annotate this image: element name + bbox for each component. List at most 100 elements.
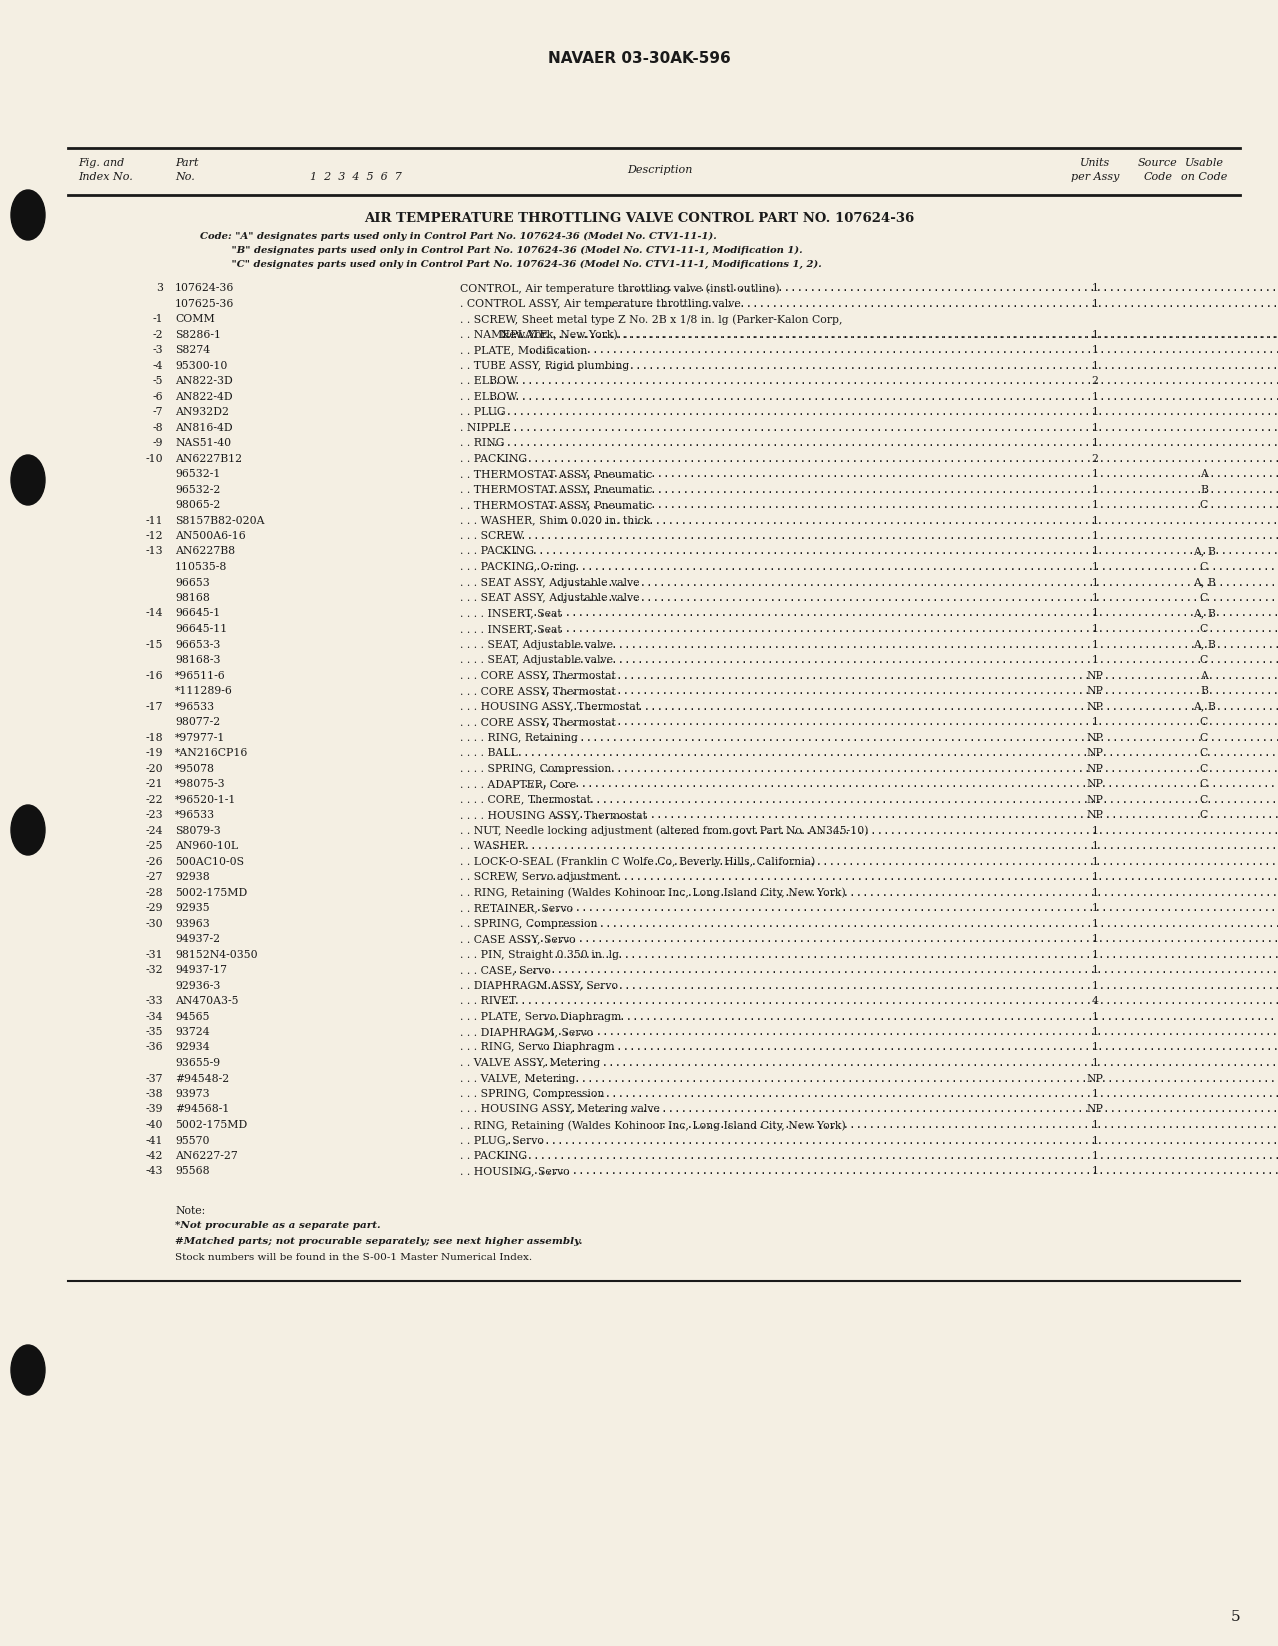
Text: Fig. and: Fig. and xyxy=(78,158,124,168)
Text: *96511-6: *96511-6 xyxy=(175,670,226,680)
Text: ................................................................................: ........................................… xyxy=(547,484,1278,494)
Text: -29: -29 xyxy=(146,904,164,914)
Text: ................................................................................: ........................................… xyxy=(528,918,1278,928)
Text: 1: 1 xyxy=(1091,856,1099,866)
Text: ................................................................................: ........................................… xyxy=(525,1027,1278,1037)
Text: . . . SPRING, Compression: . . . SPRING, Compression xyxy=(460,1090,604,1100)
Text: C: C xyxy=(1200,779,1208,788)
Text: ................................................................................: ........................................… xyxy=(597,298,1278,308)
Text: AN816-4D: AN816-4D xyxy=(175,423,233,433)
Text: AIR TEMPERATURE THROTTLING VALVE CONTROL PART NO. 107624-36: AIR TEMPERATURE THROTTLING VALVE CONTROL… xyxy=(364,212,914,226)
Text: Description: Description xyxy=(627,165,693,174)
Text: 93963: 93963 xyxy=(175,918,210,928)
Text: . . . CORE ASSY, Thermostat: . . . CORE ASSY, Thermostat xyxy=(460,686,616,696)
Text: -5: -5 xyxy=(152,375,164,387)
Text: -43: -43 xyxy=(146,1167,164,1177)
Text: 1: 1 xyxy=(1091,918,1099,928)
Text: AN6227B12: AN6227B12 xyxy=(175,454,242,464)
Text: . . PACKING: . . PACKING xyxy=(460,454,527,464)
Text: 1: 1 xyxy=(1091,329,1099,339)
Text: *97977-1: *97977-1 xyxy=(175,732,225,742)
Text: 92936-3: 92936-3 xyxy=(175,981,220,991)
Text: ................................................................................: ........................................… xyxy=(519,609,1278,619)
Text: ................................................................................: ........................................… xyxy=(538,764,1278,774)
Text: . . . SCREW: . . . SCREW xyxy=(460,532,524,542)
Text: ................................................................................: ........................................… xyxy=(555,578,1278,588)
Text: . . . PACKING: . . . PACKING xyxy=(460,546,534,556)
Text: NP: NP xyxy=(1086,795,1103,805)
Text: . . . . BALL: . . . . BALL xyxy=(460,747,518,759)
Text: 92938: 92938 xyxy=(175,872,210,882)
Text: ................................................................................: ........................................… xyxy=(621,283,1278,293)
Text: ................................................................................: ........................................… xyxy=(519,933,1278,945)
Text: ................................................................................: ........................................… xyxy=(500,329,1278,339)
Text: 1: 1 xyxy=(1091,469,1099,479)
Text: S8157B82-020A: S8157B82-020A xyxy=(175,515,265,525)
Text: 1: 1 xyxy=(1091,872,1099,882)
Text: -42: -42 xyxy=(146,1151,164,1160)
Text: -2: -2 xyxy=(152,329,164,339)
Text: . . THERMOSTAT ASSY, Pneumatic: . . THERMOSTAT ASSY, Pneumatic xyxy=(460,500,652,510)
Text: C: C xyxy=(1200,624,1208,634)
Text: -38: -38 xyxy=(146,1090,164,1100)
Text: ................................................................................: ........................................… xyxy=(555,593,1278,602)
Text: No.: No. xyxy=(175,171,194,183)
Text: 1: 1 xyxy=(1091,532,1099,542)
Ellipse shape xyxy=(12,805,45,854)
Text: #94568-1: #94568-1 xyxy=(175,1104,229,1114)
Text: C: C xyxy=(1200,593,1208,602)
Text: per Assy: per Assy xyxy=(1071,171,1120,183)
Text: -20: -20 xyxy=(146,764,164,774)
Text: . . . SEAT ASSY, Adjustable valve: . . . SEAT ASSY, Adjustable valve xyxy=(460,593,639,602)
Text: -12: -12 xyxy=(146,532,164,542)
Text: 1: 1 xyxy=(1091,1167,1099,1177)
Text: 1: 1 xyxy=(1091,640,1099,650)
Text: A, B: A, B xyxy=(1192,578,1215,588)
Text: S8079-3: S8079-3 xyxy=(175,826,221,836)
Text: -16: -16 xyxy=(146,670,164,680)
Text: 1: 1 xyxy=(1091,423,1099,433)
Text: . . . HOUSING ASSY, Metering valve: . . . HOUSING ASSY, Metering valve xyxy=(460,1104,659,1114)
Text: . . . . INSERT, Seat: . . . . INSERT, Seat xyxy=(460,609,561,619)
Ellipse shape xyxy=(12,189,45,240)
Text: ................................................................................: ........................................… xyxy=(519,624,1278,634)
Text: 1: 1 xyxy=(1091,1151,1099,1160)
Text: ................................................................................: ........................................… xyxy=(495,996,1278,1006)
Text: 98168-3: 98168-3 xyxy=(175,655,221,665)
Text: 98065-2: 98065-2 xyxy=(175,500,220,510)
Text: CONTROL, Air temperature throttling valve (instl outline): CONTROL, Air temperature throttling valv… xyxy=(460,283,780,293)
Text: . . . CORE ASSY, Thermostat: . . . CORE ASSY, Thermostat xyxy=(460,718,616,728)
Text: 1: 1 xyxy=(1091,655,1099,665)
Text: *AN216CP16: *AN216CP16 xyxy=(175,747,248,759)
Text: *96520-1-1: *96520-1-1 xyxy=(175,795,236,805)
Text: NP: NP xyxy=(1086,670,1103,680)
Text: ................................................................................: ........................................… xyxy=(516,904,1278,914)
Text: ................................................................................: ........................................… xyxy=(544,360,1278,370)
Text: ................................................................................: ........................................… xyxy=(557,515,1278,525)
Text: -35: -35 xyxy=(146,1027,164,1037)
Text: -3: -3 xyxy=(152,346,164,356)
Text: 1: 1 xyxy=(1091,1042,1099,1052)
Text: ................................................................................: ........................................… xyxy=(495,1151,1278,1160)
Text: . . . CORE ASSY, Thermostat: . . . CORE ASSY, Thermostat xyxy=(460,670,616,680)
Text: . . . . RING, Retaining: . . . . RING, Retaining xyxy=(460,732,578,742)
Text: . . . . SEAT, Adjustable valve: . . . . SEAT, Adjustable valve xyxy=(460,655,613,665)
Text: New York, New York): New York, New York) xyxy=(500,329,617,339)
Text: -39: -39 xyxy=(146,1104,164,1114)
Text: 1: 1 xyxy=(1091,578,1099,588)
Text: ................................................................................: ........................................… xyxy=(530,1058,1278,1068)
Text: NP: NP xyxy=(1086,810,1103,820)
Text: AN6227B8: AN6227B8 xyxy=(175,546,235,556)
Text: 1  2  3  4  5  6  7: 1 2 3 4 5 6 7 xyxy=(311,171,401,183)
Text: ................................................................................: ........................................… xyxy=(533,1090,1278,1100)
Text: . . . DIAPHRAGM, Servo: . . . DIAPHRAGM, Servo xyxy=(460,1027,593,1037)
Text: ................................................................................: ........................................… xyxy=(495,454,1278,464)
Text: Code: "A" designates parts used only in Control Part No. 107624-36 (Model No. CT: Code: "A" designates parts used only in … xyxy=(199,232,717,240)
Text: . . . WASHER, Shim 0.020 in. thick: . . . WASHER, Shim 0.020 in. thick xyxy=(460,515,651,525)
Text: . . PLUG: . . PLUG xyxy=(460,407,506,416)
Text: 1: 1 xyxy=(1091,484,1099,494)
Text: . . RING: . . RING xyxy=(460,438,505,448)
Text: on Code: on Code xyxy=(1181,171,1227,183)
Text: . . . . ADAPTER, Core: . . . . ADAPTER, Core xyxy=(460,779,576,788)
Text: NP: NP xyxy=(1086,732,1103,742)
